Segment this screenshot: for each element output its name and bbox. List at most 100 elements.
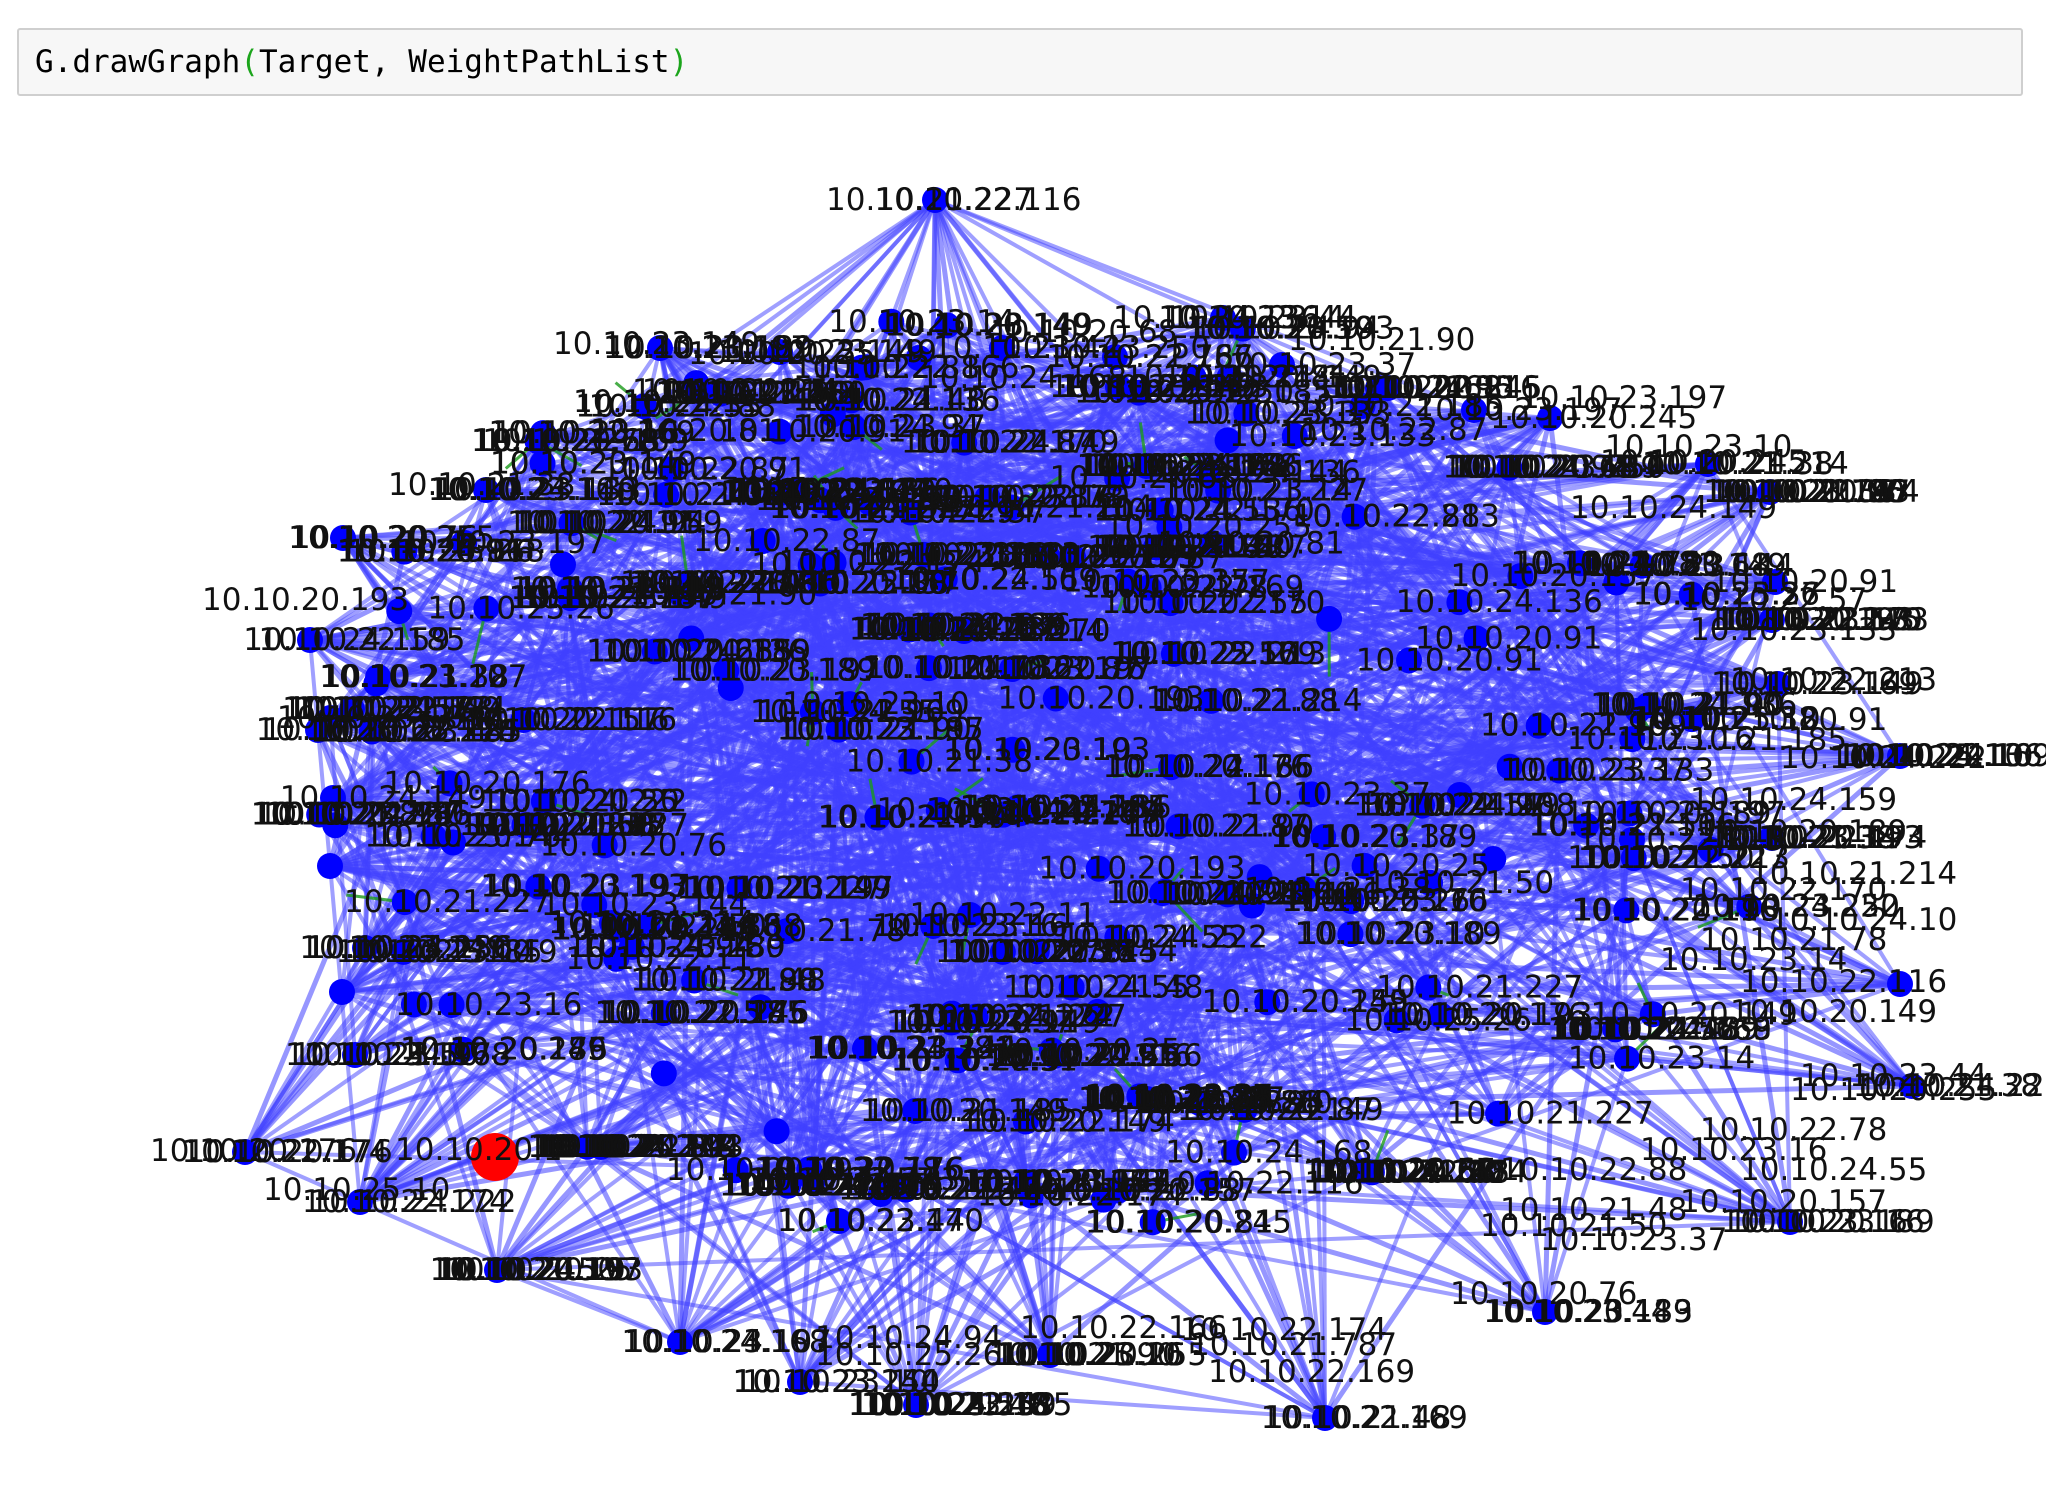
graph-edge bbox=[243, 493, 668, 1154]
graph-edge bbox=[1640, 564, 1902, 986]
node-label: 10.10.23.14 bbox=[1660, 942, 1847, 978]
graph-edge bbox=[1496, 909, 1628, 1115]
graph-node bbox=[529, 450, 556, 477]
graph-node bbox=[974, 484, 1001, 511]
graph-edge bbox=[537, 411, 1247, 443]
node-label: 10.10.22.78 bbox=[266, 796, 453, 832]
graph-edge bbox=[811, 496, 990, 714]
graph-node bbox=[910, 541, 937, 568]
graph-node bbox=[525, 873, 552, 900]
graph-edge bbox=[1327, 618, 1500, 1115]
graph-node bbox=[962, 1003, 989, 1030]
graph-node bbox=[1041, 1042, 1068, 1069]
graph-edge bbox=[909, 386, 1120, 763]
graph-node bbox=[775, 1172, 802, 1199]
node-label: 10.10.23.37 bbox=[1273, 819, 1460, 855]
code-function: G.drawGraph bbox=[35, 44, 241, 80]
node-label: 10.10.21.787 bbox=[1046, 339, 1253, 375]
node-label: 10.10.22.166 bbox=[632, 565, 839, 601]
graph-edge bbox=[860, 365, 1634, 741]
graph-node bbox=[647, 335, 673, 361]
graph-node bbox=[657, 456, 684, 483]
graph-edge bbox=[412, 366, 868, 1006]
node-label: 10.10.23.197 bbox=[687, 870, 894, 906]
node-label: 10.10.21.787 bbox=[1190, 1327, 1397, 1363]
graph-edge bbox=[692, 489, 799, 981]
graph-node bbox=[1147, 497, 1174, 524]
graph-edge bbox=[399, 581, 821, 614]
graph-edge bbox=[689, 636, 1366, 1173]
node-label: 10.10.22.170 bbox=[777, 1203, 984, 1239]
node-label: 10.10.21.787 bbox=[1018, 540, 1225, 576]
node-label: 10.10.21.185 bbox=[865, 1093, 1072, 1129]
graph-edge bbox=[679, 1012, 1654, 1344]
graph-node bbox=[1210, 305, 1236, 331]
graph-node bbox=[1415, 974, 1442, 1001]
graph-edge bbox=[1053, 592, 1693, 1058]
node-label: 10.10.22.116 bbox=[1571, 892, 1778, 928]
graph-node bbox=[317, 853, 343, 879]
graph-node bbox=[365, 664, 392, 691]
node-label: 10.10.20.91 bbox=[1415, 620, 1602, 656]
node-label: 10.10.21.90 bbox=[1594, 687, 1781, 723]
graph-node bbox=[838, 387, 865, 414]
graph-edge bbox=[1227, 438, 1776, 584]
graph-edge bbox=[934, 198, 1475, 412]
graph-edge bbox=[244, 913, 971, 1154]
graph-edge bbox=[786, 929, 1268, 1005]
graph-edge bbox=[1023, 1121, 1052, 1356]
node-label: 10.10.22.185 bbox=[599, 995, 806, 1031]
code-args: Target, WeightPathList bbox=[258, 44, 670, 80]
graph-node bbox=[330, 525, 356, 551]
graph-edge bbox=[698, 390, 1236, 1154]
graph-node bbox=[920, 912, 947, 939]
graph-node bbox=[1777, 1209, 1803, 1235]
graph-node bbox=[1695, 451, 1721, 477]
node-label: 10.10.20.189 bbox=[1295, 916, 1502, 952]
graph-edge bbox=[402, 514, 1356, 954]
node-label: 10.10.21.48 bbox=[1500, 1192, 1687, 1228]
node-label: 10.10.20.189 bbox=[669, 653, 876, 689]
graph-node bbox=[773, 918, 800, 945]
code-cell-input[interactable]: G.drawGraph(Target, WeightPathList) bbox=[17, 28, 2023, 96]
graph-edge bbox=[403, 316, 1224, 554]
node-label: 10.10.22.174 bbox=[906, 999, 1113, 1035]
graph-edge bbox=[461, 1048, 589, 1149]
graph-node bbox=[1887, 743, 1913, 769]
node-label: 10.10.21.214 bbox=[1155, 683, 1362, 719]
graph-node bbox=[799, 698, 826, 725]
graph-node bbox=[903, 1392, 929, 1418]
graph-node bbox=[674, 570, 701, 597]
node-label: 10.10.22.213 bbox=[1293, 499, 1500, 535]
graph-edge bbox=[363, 489, 488, 949]
graph-edge bbox=[909, 556, 1075, 763]
graph-node bbox=[1104, 924, 1131, 951]
graph-node bbox=[1461, 397, 1487, 423]
graph-node bbox=[989, 335, 1015, 361]
graph-edge bbox=[1363, 838, 1634, 1172]
graph-node bbox=[1525, 712, 1552, 739]
graph-node bbox=[1058, 974, 1085, 1001]
graph-node bbox=[1004, 794, 1031, 821]
graph-node bbox=[807, 570, 834, 597]
graph-node bbox=[902, 1097, 929, 1124]
graph-edge bbox=[915, 1168, 1366, 1407]
graph-node bbox=[1194, 1170, 1221, 1197]
graph-node bbox=[717, 674, 744, 701]
graph-edge bbox=[600, 1129, 777, 1149]
graph-node bbox=[1567, 550, 1594, 577]
node-label: 10.10.22.174 bbox=[300, 691, 507, 727]
node-label: 10.10.20.176 bbox=[401, 1032, 608, 1068]
graph-node bbox=[999, 736, 1026, 763]
graph-edge bbox=[351, 707, 1004, 954]
node-label: 10.10.23.133 bbox=[1507, 752, 1714, 788]
graph-edge bbox=[905, 1187, 1119, 1193]
graph-node bbox=[650, 1060, 677, 1087]
graph-edge bbox=[1578, 563, 1618, 1030]
node-label: 10.10.25.26 bbox=[1085, 1081, 1272, 1117]
graph-node bbox=[1365, 375, 1391, 401]
graph-node bbox=[1105, 373, 1132, 400]
graph-node bbox=[787, 1369, 813, 1395]
node-label: 10.10.22.170 bbox=[1118, 585, 1325, 621]
node-label: 10.10.24.136 bbox=[1836, 738, 2043, 774]
